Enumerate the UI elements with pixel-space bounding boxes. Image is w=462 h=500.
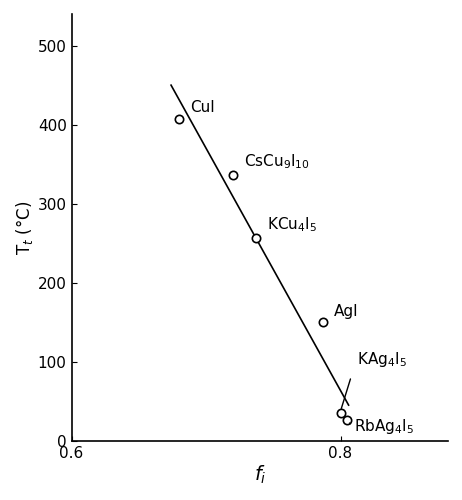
Text: RbAg$_4$I$_5$: RbAg$_4$I$_5$ <box>354 418 414 436</box>
Y-axis label: T$_t$ (°C): T$_t$ (°C) <box>14 200 35 254</box>
Text: KAg$_4$I$_5$: KAg$_4$I$_5$ <box>357 350 407 369</box>
X-axis label: $f_i$: $f_i$ <box>254 464 266 486</box>
Text: CuI: CuI <box>190 100 215 115</box>
Text: CsCu$_9$I$_{10}$: CsCu$_9$I$_{10}$ <box>243 152 310 171</box>
Text: KCu$_4$I$_5$: KCu$_4$I$_5$ <box>267 215 316 234</box>
Text: AgI: AgI <box>334 304 359 318</box>
